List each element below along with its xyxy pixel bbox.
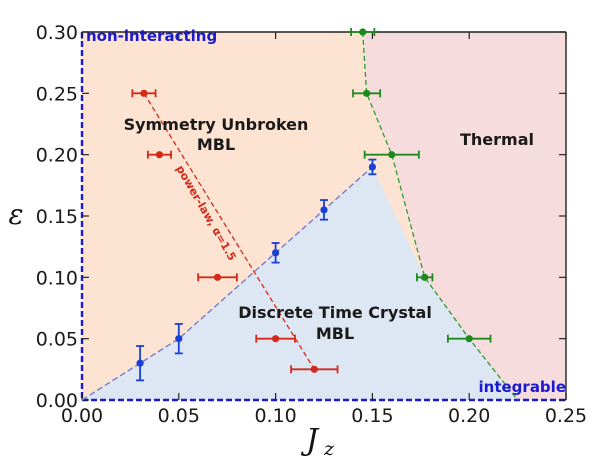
y-tick-label: 0.20	[36, 145, 78, 167]
blue-data-point	[175, 335, 183, 343]
y-axis-label: ε	[8, 198, 23, 231]
green-data-point	[359, 28, 367, 36]
region-label-thermal: Thermal	[460, 130, 534, 149]
x-axis-label-subscript: z	[323, 438, 335, 460]
y-tick-label: 0.05	[36, 329, 78, 351]
red-data-point	[310, 365, 318, 373]
blue-data-point	[272, 249, 280, 257]
blue-data-point	[320, 206, 328, 214]
dtc-boundary-line	[81, 166, 373, 401]
data-points	[131, 28, 492, 382]
x-axis-label-main: J	[300, 423, 320, 458]
red-data-point	[155, 151, 164, 159]
fit-lines	[81, 31, 519, 401]
y-tick-label: 0.30	[36, 22, 78, 44]
y-tick-label: 0.15	[36, 206, 78, 228]
red-data-point	[140, 89, 148, 97]
x-tick-label: 0.15	[351, 405, 393, 427]
x-tick-label: 0.05	[158, 405, 200, 427]
x-tick-label: 0.00	[61, 405, 103, 427]
region-thermal	[362, 32, 566, 400]
red-data-point	[213, 273, 222, 281]
y-tick-label: 0.00	[36, 390, 78, 412]
region-discrete-time-crystal-mbl	[82, 166, 518, 400]
blue-data-point	[136, 359, 144, 367]
thermal-boundary-line	[362, 31, 519, 401]
x-tick-label: 0.20	[448, 405, 490, 427]
non-interacting-label: non-interacting	[86, 27, 217, 45]
green-data-point	[362, 89, 371, 97]
region-label-symmetry-unbroken-line1: Symmetry Unbroken	[124, 115, 309, 134]
integrable-label: integrable	[479, 378, 566, 396]
axis-ticks: 0.00 0.05 0.10 0.15 0.20 0.25 0.00 0.05 0.10 0.15…	[36, 22, 587, 427]
x-tick-label: 0.10	[254, 405, 296, 427]
green-data-point	[421, 273, 429, 281]
blue-data-point	[368, 163, 376, 171]
y-tick-label: 0.10	[36, 267, 78, 289]
region-label-time-crystal-line2: MBL	[316, 324, 354, 343]
power-law-fit-line	[143, 92, 315, 370]
region-label-time-crystal-line1: Discrete Time Crystal	[238, 303, 432, 322]
green-data-point	[388, 151, 396, 159]
region-label-symmetry-unbroken-line2: MBL	[197, 135, 235, 154]
red-data-point	[272, 335, 280, 343]
x-tick-label: 0.25	[545, 405, 587, 427]
y-tick-label: 0.25	[36, 83, 78, 105]
green-data-point	[465, 335, 473, 343]
phase-regions	[82, 32, 566, 400]
